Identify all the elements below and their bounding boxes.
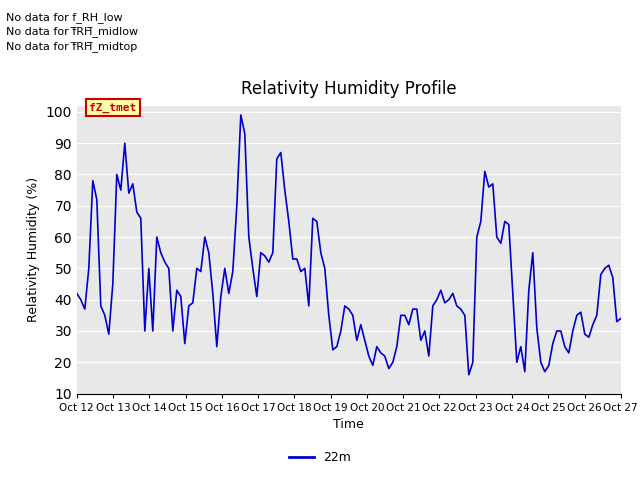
Title: Relativity Humidity Profile: Relativity Humidity Profile [241,81,456,98]
Text: fZ_tmet: fZ_tmet [90,102,137,112]
Y-axis label: Relativity Humidity (%): Relativity Humidity (%) [27,177,40,322]
X-axis label: Time: Time [333,418,364,431]
Text: No data for f̅RH̅_midlow: No data for f̅RH̅_midlow [6,26,138,37]
Text: No data for f̅RH̅_midtop: No data for f̅RH̅_midtop [6,41,138,52]
Legend: 22m: 22m [284,446,356,469]
Text: No data for f_RH_low: No data for f_RH_low [6,12,123,23]
